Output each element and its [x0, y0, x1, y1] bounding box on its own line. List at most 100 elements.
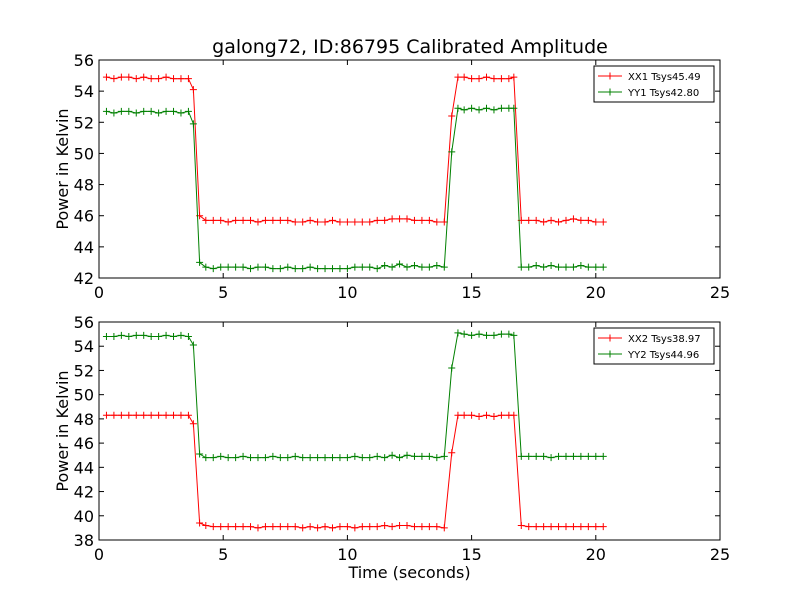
series-2-marker — [291, 452, 299, 460]
series-1-marker — [410, 523, 418, 531]
series-1-marker — [460, 73, 468, 81]
series-1-marker — [540, 523, 548, 531]
series-2-marker — [517, 452, 525, 460]
series-2-marker — [254, 454, 262, 462]
series-2-marker — [170, 107, 178, 115]
y-tick-label: 44 — [74, 238, 94, 257]
series-2-marker — [177, 109, 185, 117]
series-1-marker — [209, 523, 217, 531]
series-2-marker — [162, 331, 170, 339]
series-2-marker — [110, 333, 118, 341]
series-1-marker — [254, 218, 262, 226]
series-1-marker — [483, 411, 491, 419]
series-2-marker — [448, 364, 456, 372]
series-1-marker — [209, 216, 217, 224]
series-1-marker — [217, 216, 225, 224]
series-1-marker — [517, 521, 525, 529]
chart-title: galong72, ID:86795 Calibrated Amplitude — [212, 36, 608, 58]
series-2-marker — [592, 263, 600, 271]
series-2-marker — [351, 263, 359, 271]
series-1-marker — [497, 411, 505, 419]
legend-label-1: XX1 Tsys45.49 — [628, 72, 701, 83]
x-axis-label: Time (seconds) — [347, 563, 470, 582]
series-1-marker — [577, 216, 585, 224]
legend-marker-2 — [606, 350, 614, 358]
series-2-marker — [343, 265, 351, 273]
series-2-marker — [343, 454, 351, 462]
series-1-marker — [497, 75, 505, 83]
series-1-marker — [396, 521, 404, 529]
series-1-marker — [232, 216, 240, 224]
series-2-marker — [328, 454, 336, 462]
series-2-marker — [247, 454, 255, 462]
series-1-marker — [102, 411, 110, 419]
y-axis-label: Power in Kelvin — [53, 108, 72, 229]
series-2-marker — [147, 107, 155, 115]
series-1-marker — [155, 75, 163, 83]
series-2-marker — [460, 106, 468, 114]
series-1-marker — [321, 523, 329, 531]
series-1-marker — [162, 73, 170, 81]
x-tick-label: 10 — [337, 283, 357, 302]
series-2-marker — [490, 106, 498, 114]
y-tick-label: 42 — [74, 269, 94, 288]
series-2-marker — [239, 452, 247, 460]
series-2-marker — [110, 109, 118, 117]
legend-box — [593, 327, 715, 365]
series-2-marker — [189, 341, 197, 349]
series-1-marker — [125, 73, 133, 81]
series-2-marker — [254, 263, 262, 271]
series-1-marker — [562, 216, 570, 224]
plot-bottom: 0 5 10 15 20 25 38 40 42 44 46 48 50 52 54 56 Power in K… — [53, 313, 730, 582]
x-tick-label: 5 — [218, 545, 228, 564]
series-1-marker — [336, 218, 344, 226]
y-tick-label: 42 — [74, 483, 94, 502]
series-2-marker — [577, 452, 585, 460]
y-axis-label: Power in Kelvin — [53, 370, 72, 491]
series-2-marker — [403, 263, 411, 271]
series-1-marker — [299, 524, 307, 532]
series-2-marker — [505, 330, 513, 338]
series-2-marker — [468, 331, 476, 339]
series-2-marker — [132, 109, 140, 117]
series-1-marker — [306, 523, 314, 531]
series-1-marker — [584, 523, 592, 531]
series-2-marker — [373, 265, 381, 273]
series-1-marker — [162, 411, 170, 419]
series-1-marker — [177, 411, 185, 419]
x-tick-label: 0 — [94, 545, 104, 564]
series-2-marker — [599, 452, 607, 460]
series-1-marker — [110, 75, 118, 83]
series-1-marker — [403, 521, 411, 529]
series-1-marker — [555, 523, 563, 531]
series-2-marker — [125, 333, 133, 341]
series-1-marker — [184, 411, 192, 419]
series-1-marker — [261, 523, 269, 531]
series-2-marker — [366, 454, 374, 462]
y-tick-label: 54 — [74, 337, 94, 356]
series-1-marker — [381, 216, 389, 224]
series-2-marker — [284, 263, 292, 271]
series-1-marker — [189, 420, 197, 428]
series-1-marker — [440, 218, 448, 226]
series-2-marker — [547, 262, 555, 270]
series-2-marker — [232, 263, 240, 271]
series-1-marker — [448, 449, 456, 457]
series-2-marker — [328, 265, 336, 273]
legend-box — [593, 65, 715, 103]
series-1-marker — [358, 218, 366, 226]
y-tick-label: 54 — [74, 82, 94, 101]
series-1-marker — [321, 218, 329, 226]
series-2-marker — [217, 263, 225, 271]
series-1-marker — [547, 523, 555, 531]
x-tick-label: 25 — [710, 283, 730, 302]
series-2-marker — [483, 104, 491, 112]
series-2-marker — [276, 265, 284, 273]
series-2-marker — [555, 263, 563, 271]
y-tick-label: 50 — [74, 386, 94, 405]
series-2-marker — [517, 263, 525, 271]
series-1-marker — [202, 216, 210, 224]
series-1-marker — [110, 411, 118, 419]
series-1-marker — [328, 216, 336, 224]
